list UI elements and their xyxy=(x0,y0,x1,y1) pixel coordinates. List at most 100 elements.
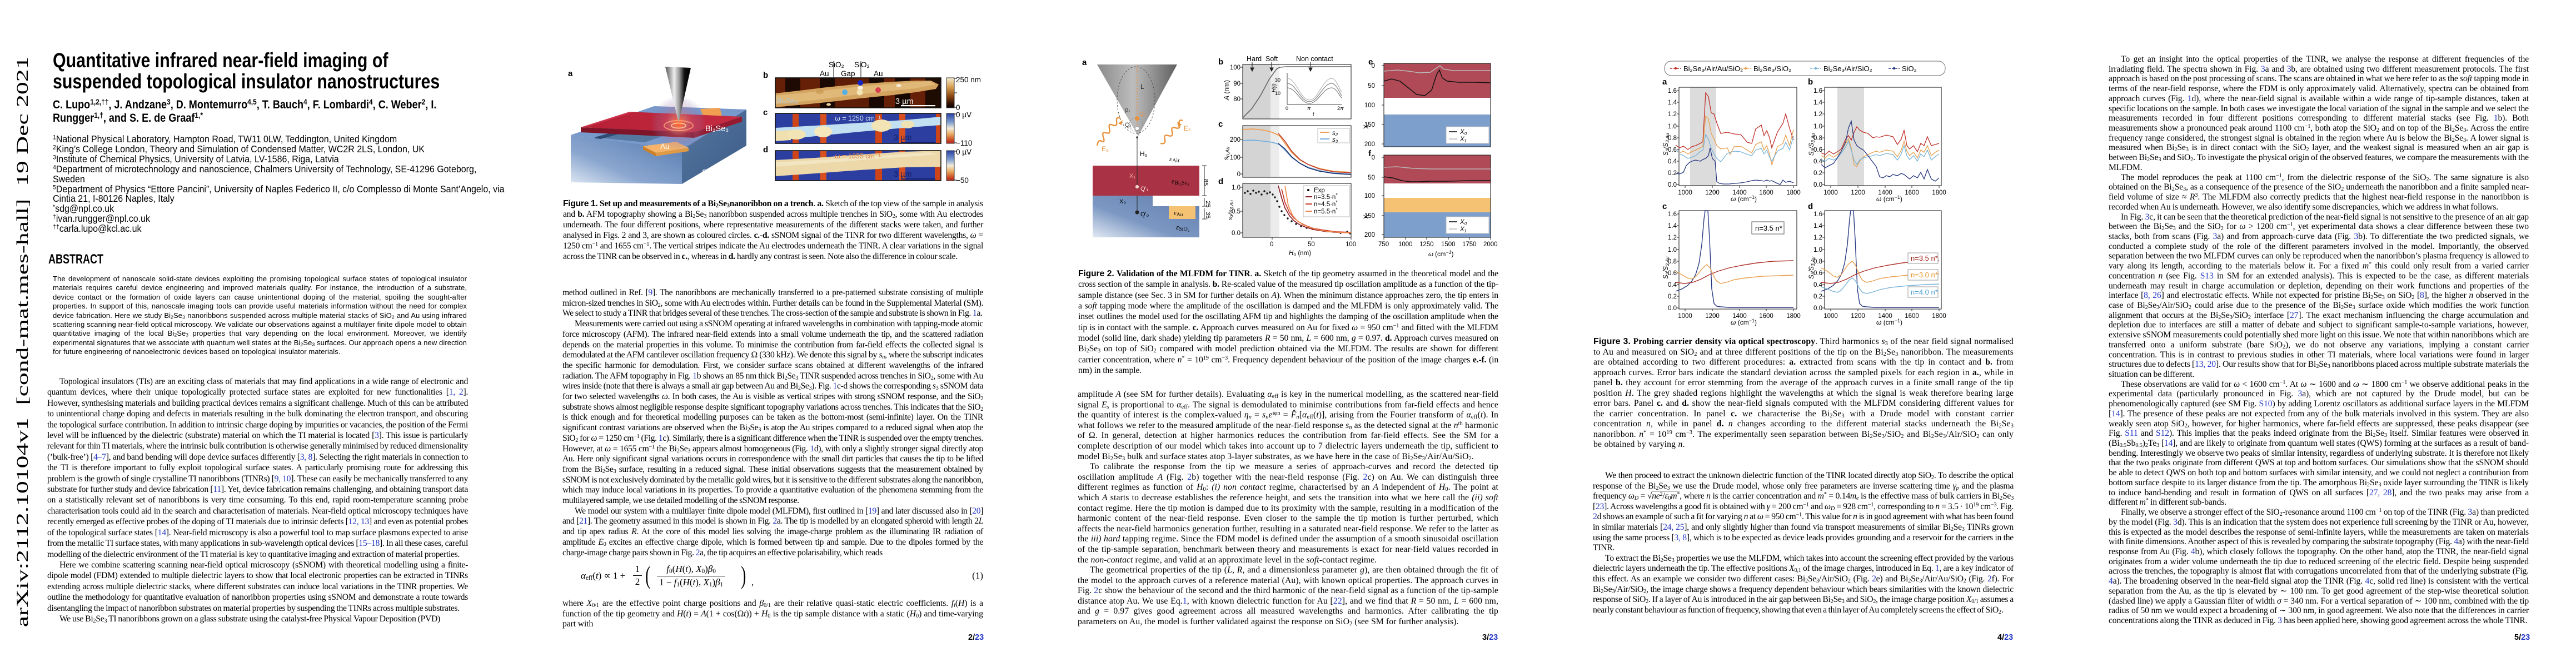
svg-text:n=5.5·n*: n=5.5·n* xyxy=(1314,207,1338,215)
svg-text:p₁: p₁ xyxy=(1125,107,1130,113)
svg-text:1.6: 1.6 xyxy=(1668,88,1677,94)
svg-text:SiO₂: SiO₂ xyxy=(1902,64,1917,73)
svg-text:A (nm): A (nm) xyxy=(1223,80,1230,101)
svg-text:2π: 2π xyxy=(1337,106,1344,112)
svg-text:85: 85 xyxy=(1202,179,1209,186)
svg-text:1.2: 1.2 xyxy=(1668,235,1677,241)
svg-text:0: 0 xyxy=(1270,241,1273,248)
svg-text:0: 0 xyxy=(1372,63,1375,69)
svg-text:0.5: 0.5 xyxy=(1232,208,1240,215)
svg-text:π: π xyxy=(1307,106,1311,112)
svg-text:Soft: Soft xyxy=(1265,55,1278,63)
svg-text:1.4: 1.4 xyxy=(1668,223,1677,230)
svg-text:S₃/S3,Au: S₃/S3,Au xyxy=(1808,133,1816,156)
svg-text:0: 0 xyxy=(1285,106,1288,111)
svg-text:0.2: 0.2 xyxy=(1668,170,1677,177)
svg-text:1.6: 1.6 xyxy=(1813,88,1822,94)
svg-text:s₂: s₂ xyxy=(1332,130,1338,137)
svg-text:0: 0 xyxy=(956,103,960,112)
svg-text:1400: 1400 xyxy=(1878,313,1892,320)
svg-text:c: c xyxy=(1218,120,1223,129)
svg-text:X: X xyxy=(1362,125,1370,129)
svg-text:SiO₂: SiO₂ xyxy=(702,168,719,177)
svg-text:0.6: 0.6 xyxy=(1668,270,1677,277)
svg-text:1400: 1400 xyxy=(1732,313,1747,320)
svg-text:s₃: s₃ xyxy=(1332,137,1338,143)
svg-text:1000: 1000 xyxy=(1678,313,1692,320)
svg-text:0.6: 0.6 xyxy=(1813,270,1822,277)
svg-text:ω (cm−1): ω (cm−1) xyxy=(1731,195,1757,203)
svg-text:1250: 1250 xyxy=(1419,241,1434,248)
svg-text:1.4: 1.4 xyxy=(1813,99,1823,106)
svg-text:1800: 1800 xyxy=(1932,190,1946,196)
svg-text:Hard: Hard xyxy=(1247,55,1262,63)
svg-text:1.0: 1.0 xyxy=(1232,185,1240,191)
svg-text:1.4: 1.4 xyxy=(1668,99,1677,106)
svg-text:0.0: 0.0 xyxy=(1668,182,1677,188)
svg-text:0.0: 0.0 xyxy=(1813,182,1822,188)
svg-text:200: 200 xyxy=(1364,232,1375,238)
svg-text:Eₛ: Eₛ xyxy=(1184,125,1190,132)
svg-text:50: 50 xyxy=(1368,83,1375,89)
svg-text:c: c xyxy=(763,108,768,117)
svg-text:n=3.0 n*: n=3.0 n* xyxy=(1911,271,1938,279)
svg-text:0.6: 0.6 xyxy=(1668,147,1677,153)
svg-text:0: 0 xyxy=(1237,171,1240,178)
svg-text:X₀: X₀ xyxy=(1119,198,1126,205)
svg-text:d: d xyxy=(763,145,768,155)
svg-text:b: b xyxy=(1808,77,1813,87)
svg-text:Au: Au xyxy=(874,69,883,78)
svg-text:1.0: 1.0 xyxy=(1668,123,1677,130)
svg-text:50: 50 xyxy=(1308,241,1315,248)
svg-text:50: 50 xyxy=(1368,175,1375,181)
svg-text:εAu: εAu xyxy=(1174,209,1183,218)
svg-text:Au: Au xyxy=(820,69,829,78)
svg-text:X: X xyxy=(1362,215,1370,219)
svg-text:SiO₂: SiO₂ xyxy=(854,61,870,69)
svg-text:X₁: X₁ xyxy=(1459,136,1467,143)
svg-text:a: a xyxy=(1082,58,1087,67)
svg-text:1200: 1200 xyxy=(1851,190,1865,196)
svg-text:1500: 1500 xyxy=(1441,241,1456,248)
svg-text:1.0: 1.0 xyxy=(1813,247,1822,253)
svg-text:100: 100 xyxy=(1364,102,1375,109)
svg-text:d: d xyxy=(1808,202,1813,211)
svg-text:ω = 1655 cm⁻¹: ω = 1655 cm⁻¹ xyxy=(835,152,881,160)
svg-text:H(t): H(t) xyxy=(1271,83,1277,92)
svg-text:Bi₂Se₃: Bi₂Se₃ xyxy=(705,125,729,133)
svg-text:0.2: 0.2 xyxy=(1668,293,1677,300)
svg-text:0.4: 0.4 xyxy=(1813,158,1823,165)
svg-text:90: 90 xyxy=(1233,81,1240,87)
svg-text:0.4: 0.4 xyxy=(1813,282,1823,288)
svg-text:1600: 1600 xyxy=(1905,190,1919,196)
svg-text:1000: 1000 xyxy=(1823,313,1838,320)
svg-text:0.0: 0.0 xyxy=(1813,305,1822,312)
svg-text:ω = 1250 cm⁻¹: ω = 1250 cm⁻¹ xyxy=(835,115,881,122)
svg-text:0.0: 0.0 xyxy=(1232,230,1240,237)
svg-text:ω (cm−1): ω (cm−1) xyxy=(1428,250,1454,258)
svg-text:−110: −110 xyxy=(956,139,972,147)
svg-text:0.2: 0.2 xyxy=(1813,293,1822,300)
svg-text:1200: 1200 xyxy=(1705,313,1720,320)
svg-text:n=3.5 n*: n=3.5 n* xyxy=(1911,254,1938,262)
svg-text:εSiO₂: εSiO₂ xyxy=(1176,223,1189,232)
svg-text:t: t xyxy=(1313,111,1314,117)
svg-text:sn,Au: sn,Au xyxy=(1223,147,1230,160)
svg-text:b: b xyxy=(1218,57,1223,67)
svg-text:30: 30 xyxy=(1275,77,1280,83)
svg-text:Q'₁: Q'₁ xyxy=(1140,186,1149,192)
svg-text:3 µm: 3 µm xyxy=(894,170,912,179)
svg-text:ω (cm−1): ω (cm−1) xyxy=(1876,195,1902,203)
svg-text:1600: 1600 xyxy=(1759,313,1773,320)
svg-text:Gap: Gap xyxy=(841,69,855,78)
svg-text:1.0: 1.0 xyxy=(1668,247,1677,253)
svg-text:E₀: E₀ xyxy=(1102,145,1109,153)
svg-text:80: 80 xyxy=(1233,96,1240,103)
svg-text:Non contact: Non contact xyxy=(1296,55,1333,63)
svg-text:1400: 1400 xyxy=(1732,190,1747,196)
svg-text:d: d xyxy=(1218,177,1223,186)
svg-text:e: e xyxy=(1368,57,1373,67)
svg-text:c: c xyxy=(1662,202,1667,211)
svg-text:2000: 2000 xyxy=(1483,241,1498,248)
svg-text:L: L xyxy=(1140,83,1144,91)
